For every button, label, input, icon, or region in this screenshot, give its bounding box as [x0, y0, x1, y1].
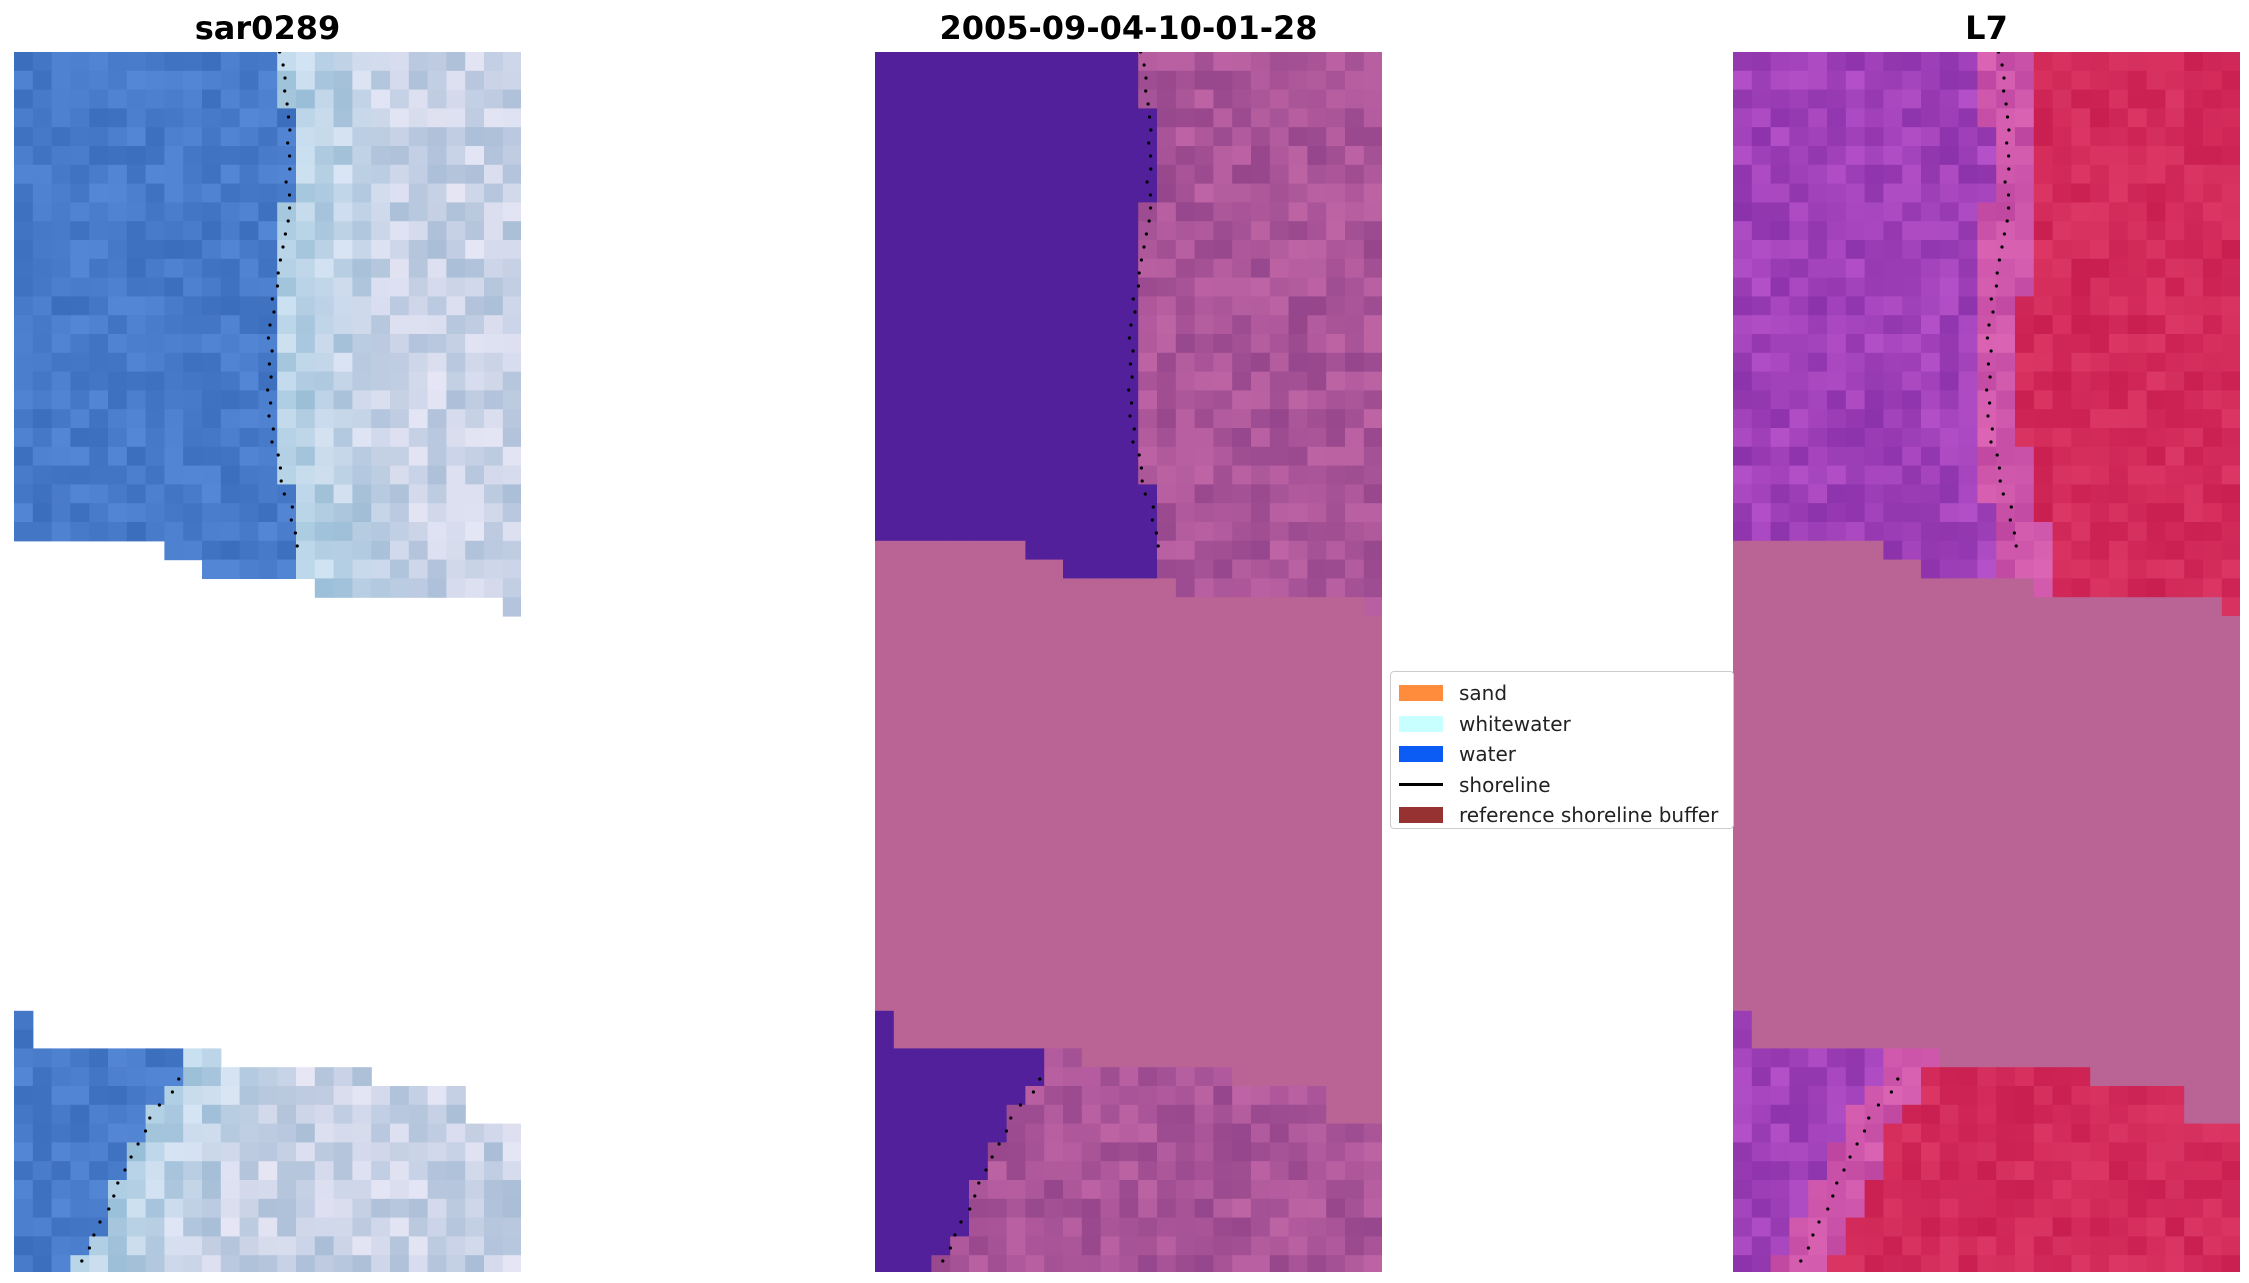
- classified-image-panel: [875, 52, 1382, 1272]
- legend-item-sand: sand: [1397, 678, 1727, 709]
- legend-label-sand: sand: [1459, 681, 1508, 706]
- legend-swatch-sand: [1399, 685, 1443, 702]
- panel-title-classified: 2005-09-04-10-01-28: [939, 9, 1318, 47]
- rgb-image: [14, 52, 521, 1272]
- legend: sand whitewater water shoreline referenc…: [1390, 671, 1734, 829]
- index-image: [1733, 52, 2240, 1272]
- legend-label-water: water: [1459, 742, 1516, 767]
- panel-title-index: L7: [1965, 9, 2008, 47]
- legend-item-reference-buffer: reference shoreline buffer: [1397, 800, 1727, 831]
- legend-swatch-reference-buffer: [1399, 807, 1443, 824]
- panel-title-rgb: sar0289: [194, 9, 341, 47]
- legend-item-water: water: [1397, 739, 1727, 770]
- legend-label-shoreline: shoreline: [1459, 772, 1551, 797]
- legend-label-reference-buffer: reference shoreline buffer: [1459, 803, 1719, 828]
- legend-swatch-whitewater: [1399, 715, 1443, 732]
- legend-swatch-shoreline: [1399, 783, 1443, 787]
- legend-label-whitewater: whitewater: [1459, 711, 1571, 736]
- legend-item-whitewater: whitewater: [1397, 709, 1727, 740]
- legend-swatch-water: [1399, 746, 1443, 763]
- rgb-image-panel: [14, 52, 521, 1272]
- legend-item-shoreline: shoreline: [1397, 770, 1727, 801]
- index-image-panel: [1733, 52, 2240, 1272]
- classified-image: [875, 52, 1382, 1272]
